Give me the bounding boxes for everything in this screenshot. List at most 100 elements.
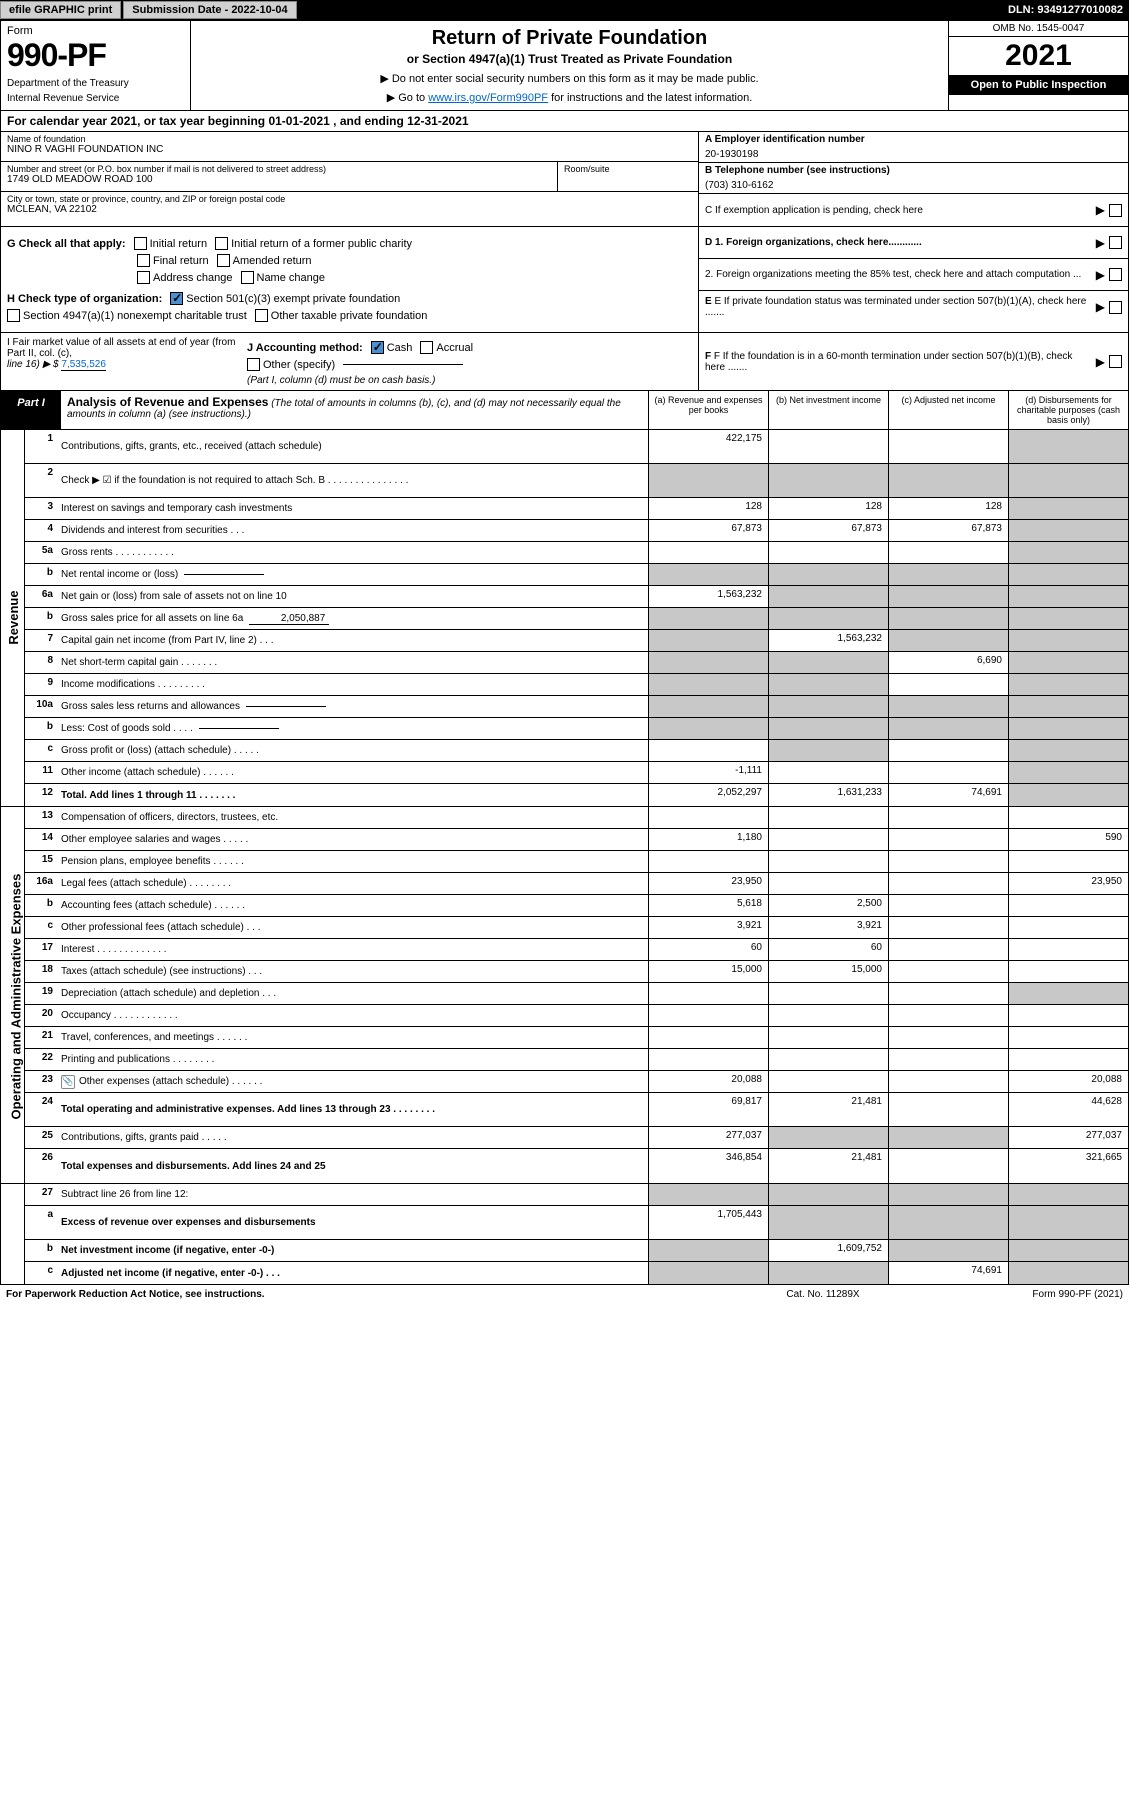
g-name-checkbox[interactable] [241, 271, 254, 284]
line-number: 23 [25, 1071, 57, 1092]
g-initial-former-checkbox[interactable] [215, 237, 228, 250]
line-number: 12 [25, 784, 57, 806]
line-description: Income modifications . . . . . . . . . [57, 674, 648, 695]
footer-mid: Cat. No. 11289X [723, 1289, 923, 1300]
table-row: aExcess of revenue over expenses and dis… [25, 1206, 1128, 1240]
expenses-label-text: Operating and Administrative Expenses [9, 890, 24, 1120]
line-number: 22 [25, 1049, 57, 1070]
j-other-checkbox[interactable] [247, 358, 260, 371]
expenses-section: Operating and Administrative Expenses 13… [0, 807, 1129, 1184]
line-description: Gross sales price for all assets on line… [57, 608, 648, 629]
table-row: 8 Net short-term capital gain . . . . . .… [25, 652, 1128, 674]
footer-left: For Paperwork Reduction Act Notice, see … [6, 1289, 723, 1300]
footer: For Paperwork Reduction Act Notice, see … [0, 1285, 1129, 1304]
line-description: Gross rents . . . . . . . . . . . [57, 542, 648, 563]
note-goto-pre: ▶ Go to [387, 92, 428, 104]
j-cash-checkbox[interactable] [371, 341, 384, 354]
table-row: 12Total. Add lines 1 through 11 . . . . … [25, 784, 1128, 806]
topbar: efile GRAPHIC print Submission Date - 20… [0, 0, 1129, 20]
col-c-head: (c) Adjusted net income [888, 391, 1008, 429]
amount-cell-b [768, 873, 888, 894]
amount-cell-c: 6,690 [888, 652, 1008, 673]
form-word: Form [7, 25, 184, 37]
d1-checkbox[interactable] [1109, 236, 1122, 249]
efile-button[interactable]: efile GRAPHIC print [0, 1, 121, 19]
amount-cell-b [768, 829, 888, 850]
amount-cell [1008, 608, 1128, 629]
fmv-value-link[interactable]: 7,535,526 [61, 359, 106, 371]
amount-cell [888, 718, 1008, 739]
line-description: Less: Cost of goods sold . . . . [57, 718, 648, 739]
form990pf-link[interactable]: www.irs.gov/Form990PF [428, 92, 548, 104]
table-row: 23📎Other expenses (attach schedule) . . … [25, 1071, 1128, 1093]
d2-checkbox[interactable] [1109, 268, 1122, 281]
amount-cell-d [1008, 917, 1128, 938]
line-desc-text: Other professional fees (attach schedule… [61, 922, 261, 933]
g-amended-checkbox[interactable] [217, 254, 230, 267]
line-description: Net short-term capital gain . . . . . . … [57, 652, 648, 673]
amount-cell-c [888, 851, 1008, 872]
j-other-input[interactable] [343, 364, 463, 365]
h-4947-item: Section 4947(a)(1) nonexempt charitable … [7, 309, 247, 322]
inline-amount [184, 574, 264, 575]
line-description: Travel, conferences, and meetings . . . … [57, 1027, 648, 1048]
h-other-checkbox[interactable] [255, 309, 268, 322]
line-number: 9 [25, 674, 57, 695]
e-checkbox[interactable] [1109, 301, 1122, 314]
line-description: Total. Add lines 1 through 11 . . . . . … [57, 784, 648, 806]
g-amended-label: Amended return [233, 255, 312, 267]
amount-cell-d: 277,037 [1008, 1127, 1128, 1148]
line-desc-text: Accounting fees (attach schedule) . . . … [61, 900, 245, 911]
g-initial-checkbox[interactable] [134, 237, 147, 250]
c-checkbox[interactable] [1109, 204, 1122, 217]
amount-cell-d [1008, 586, 1128, 607]
line-desc-text: Less: Cost of goods sold . . . . [61, 723, 193, 734]
table-row: 16aLegal fees (attach schedule) . . . . … [25, 873, 1128, 895]
line-desc-text: Net short-term capital gain . . . . . . … [61, 657, 217, 668]
line-desc-text: Travel, conferences, and meetings . . . … [61, 1032, 247, 1043]
i-line-label: line 16) ▶ $ [7, 359, 59, 370]
f-checkbox[interactable] [1109, 355, 1122, 368]
line-description: Legal fees (attach schedule) . . . . . .… [57, 873, 648, 894]
g-initial-former-item: Initial return of a former public charit… [215, 237, 412, 250]
line-desc-text: Total expenses and disbursements. Add li… [61, 1161, 326, 1172]
table-row: bNet rental income or (loss) [25, 564, 1128, 586]
j-accrual-checkbox[interactable] [420, 341, 433, 354]
line-description: Interest on savings and temporary cash i… [57, 498, 648, 519]
amount-cell-b: 21,481 [768, 1093, 888, 1126]
amount-cell-a: 20,088 [648, 1071, 768, 1092]
amount-cell-b [768, 762, 888, 783]
amount-cell-b [768, 851, 888, 872]
j-label: J Accounting method: [247, 342, 363, 354]
g-final-checkbox[interactable] [137, 254, 150, 267]
header-left: Form 990-PF Department of the Treasury I… [1, 21, 191, 110]
amount-cell [1008, 564, 1128, 585]
c-label: C If exemption application is pending, c… [705, 205, 1092, 216]
amount-cell-c [888, 807, 1008, 828]
amount-cell-d: 23,950 [1008, 873, 1128, 894]
line-desc-text: Check ▶ ☑ if the foundation is not requi… [61, 475, 408, 486]
h-4947-label: Section 4947(a)(1) nonexempt charitable … [23, 310, 247, 322]
h-501c3-checkbox[interactable] [170, 292, 183, 305]
amount-cell-c [888, 430, 1008, 463]
line-description: Taxes (attach schedule) (see instruction… [57, 961, 648, 982]
amount-cell [1008, 718, 1128, 739]
submission-date-button[interactable]: Submission Date - 2022-10-04 [123, 1, 296, 19]
g-line2: Final return Amended return [7, 254, 692, 267]
col-b-head: (b) Net investment income [768, 391, 888, 429]
table-row: 17Interest . . . . . . . . . . . . .6060 [25, 939, 1128, 961]
line-number: a [25, 1206, 57, 1239]
part1-tab: Part I [1, 391, 61, 429]
city-label: City or town, state or province, country… [7, 194, 692, 204]
line-desc-text: Depreciation (attach schedule) and deple… [61, 988, 276, 999]
g-addr-checkbox[interactable] [137, 271, 150, 284]
attachment-icon[interactable]: 📎 [61, 1075, 75, 1089]
amount-cell-b: 60 [768, 939, 888, 960]
tel-label: B Telephone number (see instructions) [705, 165, 1122, 176]
note-goto: ▶ Go to www.irs.gov/Form990PF for instru… [197, 91, 942, 104]
d2-row: 2. Foreign organizations meeting the 85%… [699, 259, 1128, 291]
amount-cell-a: 128 [648, 498, 768, 519]
amount-cell-d [1008, 895, 1128, 916]
line-number: 8 [25, 652, 57, 673]
h-4947-checkbox[interactable] [7, 309, 20, 322]
